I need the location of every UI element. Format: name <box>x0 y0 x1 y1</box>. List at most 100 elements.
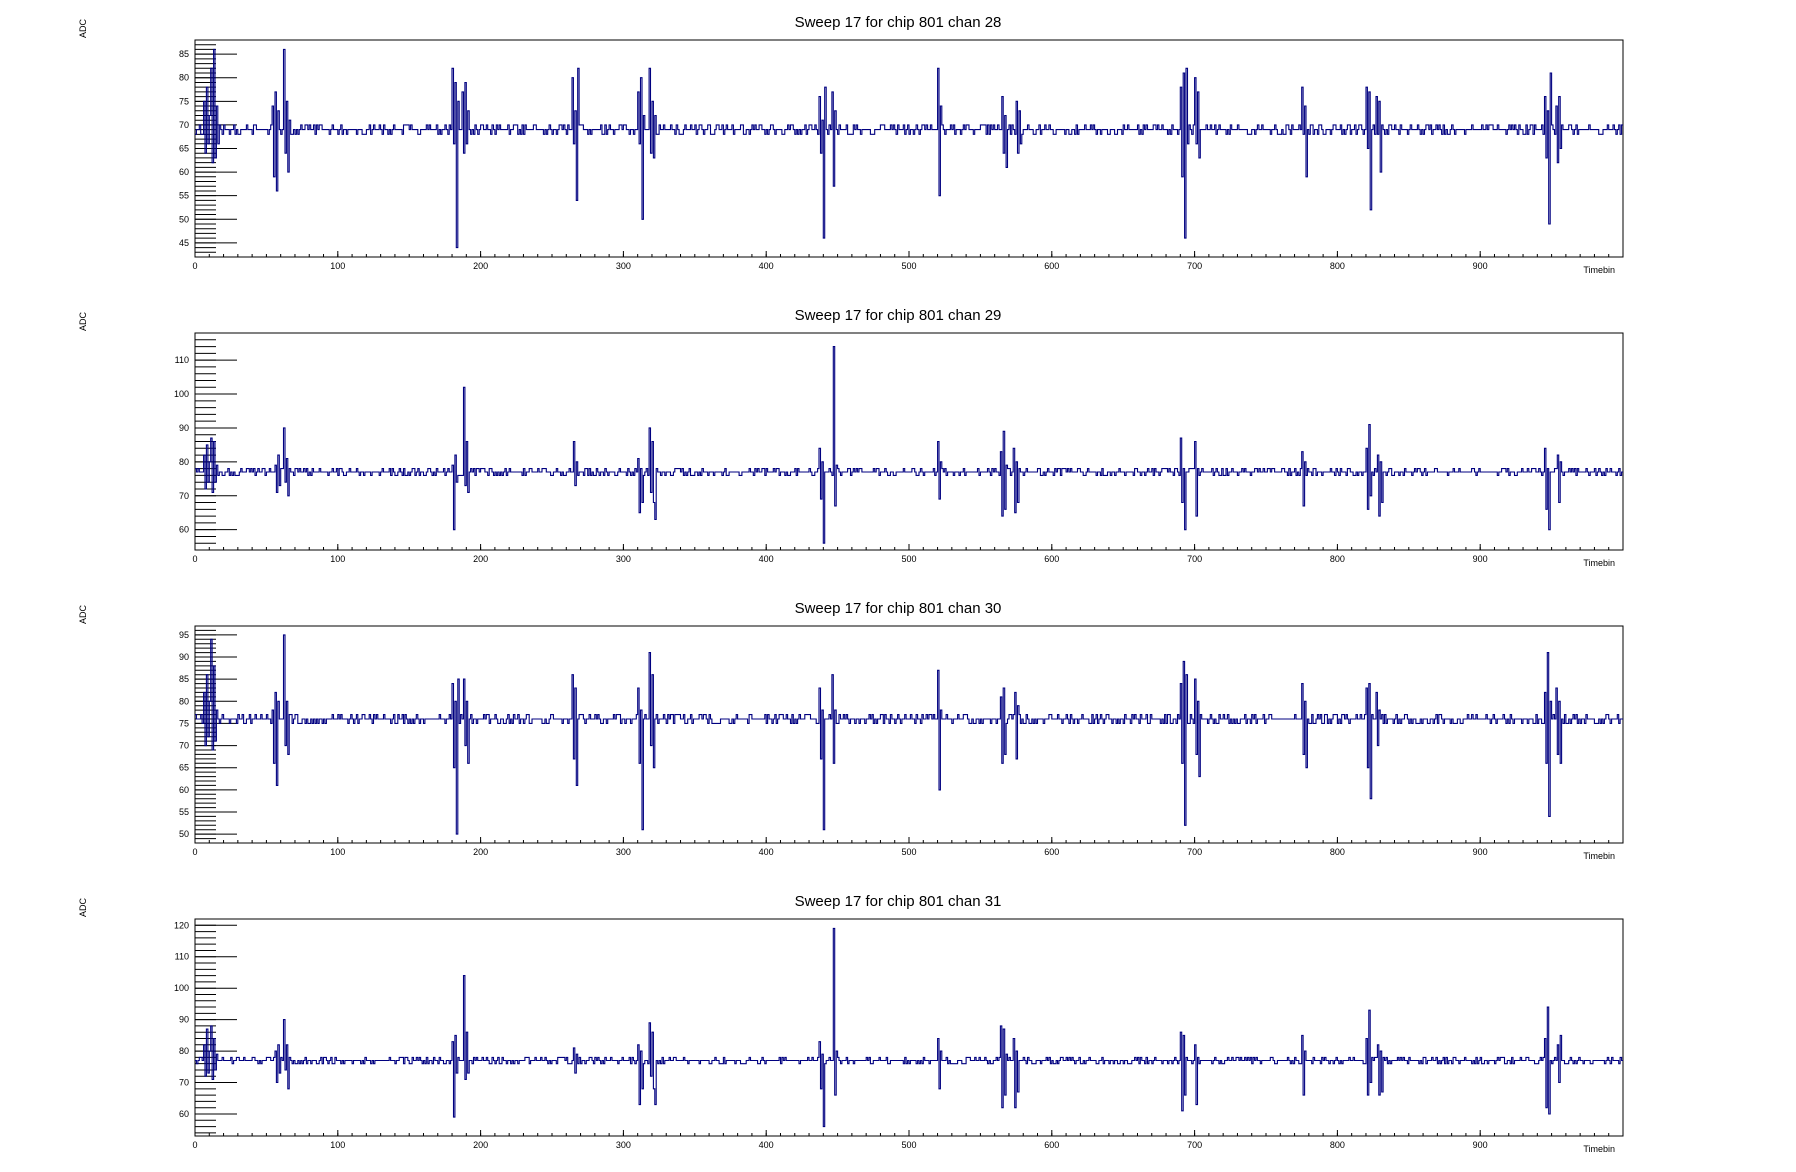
y-tick-label: 110 <box>175 952 189 962</box>
x-tick-label: 400 <box>759 847 774 857</box>
x-tick-label: 200 <box>473 847 488 857</box>
x-tick-label: 0 <box>192 554 197 564</box>
y-tick-label: 75 <box>179 96 189 106</box>
y-tick-label: 70 <box>179 491 189 501</box>
y-tick-label: 80 <box>179 73 189 83</box>
x-tick-label: 900 <box>1473 1140 1488 1150</box>
plot-frame <box>194 332 1624 551</box>
chart-title: Sweep 17 for chip 801 chan 30 <box>794 600 1002 617</box>
x-tick-label: 300 <box>616 261 631 271</box>
y-tick-label: 45 <box>179 238 189 248</box>
y-axis-label: ADC <box>78 897 88 917</box>
x-tick-label: 900 <box>1473 261 1488 271</box>
x-tick-label: 700 <box>1187 261 1202 271</box>
y-tick-label: 60 <box>179 785 189 795</box>
chart-panel-chan-30: 50 55 60 65 70 75 80 85 90 95 0 100 200 300 400 500 600 7… <box>0 586 1796 879</box>
y-axis-label: ADC <box>78 604 88 624</box>
x-tick-label: 200 <box>473 554 488 564</box>
y-tick-label: 55 <box>179 191 189 201</box>
y-tick-label: 70 <box>179 120 189 130</box>
x-tick-label: 300 <box>616 1140 631 1150</box>
x-axis-label: Timebin <box>1583 558 1615 568</box>
y-tick-label: 85 <box>179 49 189 59</box>
y-tick-label: 70 <box>179 741 189 751</box>
y-tick-label: 100 <box>174 983 189 993</box>
y-tick-label: 100 <box>174 389 189 399</box>
chart-canvas: 45 50 55 60 65 70 75 80 85 0 100 200 300 400 500 600 700… <box>179 39 1624 271</box>
chart-panel-chan-29: 60 70 80 90 100 110 0 100 200 300 400 500 600 700 800 9… <box>0 293 1796 586</box>
plot-frame <box>194 918 1624 1137</box>
x-tick-label: 600 <box>1044 261 1059 271</box>
y-tick-label: 80 <box>179 1046 189 1056</box>
x-axis-label: Timebin <box>1583 265 1615 275</box>
y-tick-label: 80 <box>179 696 189 706</box>
plot-frame <box>194 625 1624 844</box>
y-tick-label: 75 <box>179 718 189 728</box>
x-tick-label: 400 <box>759 1140 774 1150</box>
chart-panel-chan-31: 60 70 80 90 100 110 120 0 100 200 300 400 500 600 700 8… <box>0 879 1796 1172</box>
chart-canvas: 60 70 80 90 100 110 0 100 200 300 400 500 600 700 800 9… <box>174 332 1624 564</box>
x-tick-label: 100 <box>330 261 345 271</box>
x-tick-label: 500 <box>901 261 916 271</box>
x-tick-label: 800 <box>1330 261 1345 271</box>
chart-canvas: 50 55 60 65 70 75 80 85 90 95 0 100 200 300 400 500 600 7… <box>179 625 1624 857</box>
y-tick-label: 85 <box>179 674 189 684</box>
x-tick-label: 100 <box>330 1140 345 1150</box>
x-tick-label: 700 <box>1187 847 1202 857</box>
y-tick-label: 55 <box>179 807 189 817</box>
x-tick-label: 200 <box>473 1140 488 1150</box>
y-tick-label: 50 <box>179 214 189 224</box>
waveform-series <box>195 634 1623 835</box>
x-tick-label: 300 <box>616 847 631 857</box>
x-tick-label: 0 <box>192 1140 197 1150</box>
chart-title: Sweep 17 for chip 801 chan 29 <box>794 307 1002 324</box>
x-axis-label: Timebin <box>1583 851 1615 861</box>
x-tick-label: 0 <box>192 261 197 271</box>
y-tick-label: 110 <box>175 355 189 365</box>
x-tick-label: 600 <box>1044 847 1059 857</box>
y-tick-label: 95 <box>179 630 189 640</box>
y-tick-label: 60 <box>179 167 189 177</box>
chart-title: Sweep 17 for chip 801 chan 28 <box>794 14 1002 31</box>
x-tick-label: 700 <box>1187 554 1202 564</box>
y-tick-label: 90 <box>179 652 189 662</box>
x-tick-label: 200 <box>473 261 488 271</box>
x-tick-label: 800 <box>1330 1140 1345 1150</box>
x-tick-label: 0 <box>192 847 197 857</box>
y-tick-label: 65 <box>179 763 189 773</box>
y-tick-label: 65 <box>179 144 189 154</box>
chart-title: Sweep 17 for chip 801 chan 31 <box>794 893 1002 910</box>
x-tick-label: 300 <box>616 554 631 564</box>
waveform-series <box>195 346 1623 544</box>
x-tick-label: 400 <box>759 554 774 564</box>
y-tick-label: 120 <box>174 920 189 930</box>
y-tick-label: 60 <box>179 525 189 535</box>
x-tick-label: 900 <box>1473 847 1488 857</box>
y-tick-label: 70 <box>179 1078 189 1088</box>
x-tick-label: 800 <box>1330 847 1345 857</box>
chart-panel-chan-28: 45 50 55 60 65 70 75 80 85 0 100 200 300 400 500 600 700… <box>0 0 1796 293</box>
x-tick-label: 600 <box>1044 1140 1059 1150</box>
x-tick-label: 100 <box>330 847 345 857</box>
x-tick-label: 800 <box>1330 554 1345 564</box>
x-tick-label: 400 <box>759 261 774 271</box>
x-axis-label: Timebin <box>1583 1144 1615 1154</box>
x-tick-label: 600 <box>1044 554 1059 564</box>
x-tick-label: 500 <box>901 554 916 564</box>
y-tick-label: 50 <box>179 829 189 839</box>
y-axis-label: ADC <box>78 311 88 331</box>
y-tick-label: 90 <box>179 423 189 433</box>
x-tick-label: 500 <box>901 1140 916 1150</box>
y-tick-label: 80 <box>179 457 189 467</box>
y-axis-label: ADC <box>78 18 88 38</box>
x-tick-label: 700 <box>1187 1140 1202 1150</box>
y-tick-label: 60 <box>179 1109 189 1119</box>
waveform-series <box>195 927 1623 1128</box>
x-tick-label: 500 <box>901 847 916 857</box>
waveform-series <box>195 48 1623 249</box>
y-tick-label: 90 <box>179 1015 189 1025</box>
chart-canvas: 60 70 80 90 100 110 120 0 100 200 300 400 500 600 700 8… <box>174 918 1624 1150</box>
x-tick-label: 900 <box>1473 554 1488 564</box>
x-tick-label: 100 <box>330 554 345 564</box>
